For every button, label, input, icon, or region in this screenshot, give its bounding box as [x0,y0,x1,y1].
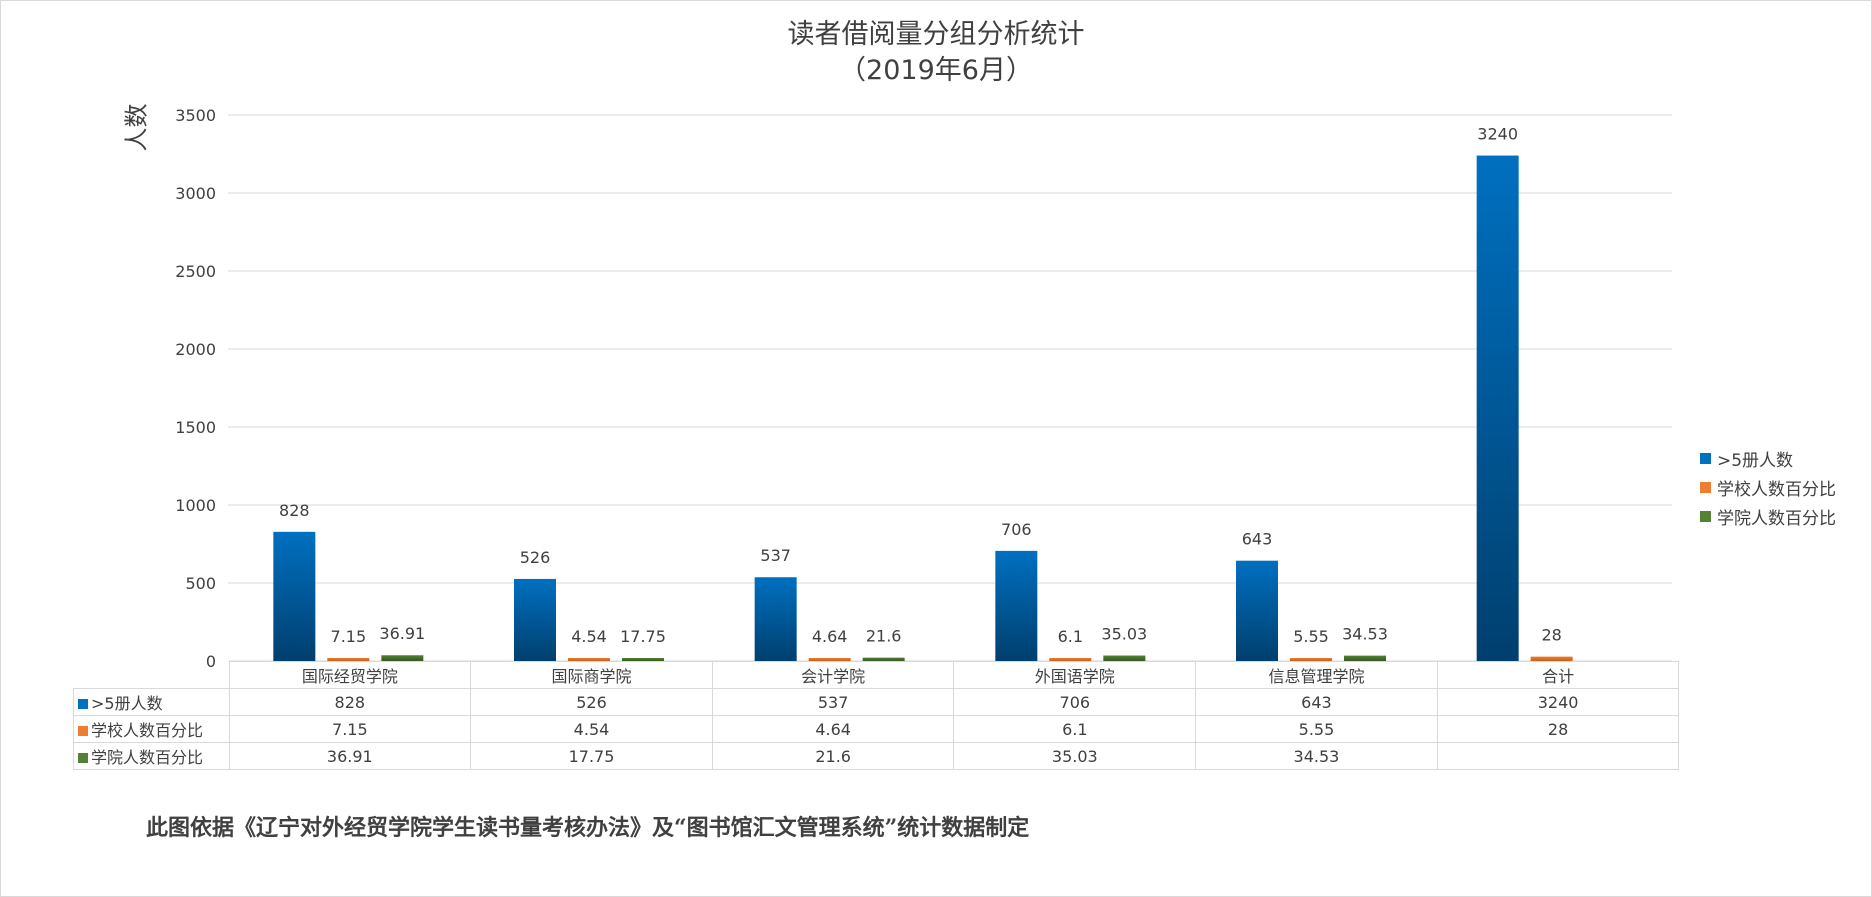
legend-item: >5册人数 [1700,444,1836,473]
bar-1 [273,531,316,661]
table-row: >5册人数 828 526 537 706 643 3240 [73,688,1680,716]
table-cell: 35.03 [953,742,1197,770]
bar-1 [754,577,797,661]
bar-2 [1530,656,1573,661]
chart-subtitle: （2019年6月） [839,55,1033,86]
data-label: 35.03 [1101,625,1147,644]
data-label: 706 [1001,520,1032,539]
table-cell: 706 [953,688,1197,716]
table-row-header: >5册人数 [73,688,230,716]
bar-3 [1344,655,1386,661]
table-cell: 643 [1195,688,1438,716]
bar-3 [1103,655,1146,661]
bar-2 [568,658,610,661]
legend-item: 学院人数百分比 [1700,502,1836,531]
table-cell: 21.6 [711,742,955,770]
table-cell: 4.54 [470,715,713,743]
data-label: 21.6 [866,627,902,646]
table-row-header: 学院人数百分比 [73,742,230,770]
y-tick-label: 1500 [175,418,216,437]
table-cell [1436,742,1680,770]
bar-2 [327,658,370,661]
category-label: 国际商学院 [470,661,713,689]
data-label: 526 [520,548,551,567]
y-tick-label: 3000 [175,184,216,203]
data-label: 4.54 [571,627,607,646]
table-cell: 3240 [1436,688,1680,716]
bar-2 [1290,658,1332,661]
table-cell: 526 [470,688,713,716]
table-corner [73,661,230,689]
table-row: 学校人数百分比 7.15 4.54 4.64 6.1 5.55 28 [73,715,1680,743]
category-label: 合计 [1436,661,1680,689]
category-label: 外国语学院 [953,661,1197,689]
table-cell: 17.75 [470,742,713,770]
table-cell: 537 [711,688,955,716]
category-label: 会计学院 [711,661,955,689]
data-table: 国际经贸学院 国际商学院 会计学院 外国语学院 信息管理学院 合计 >5册人数 828 526 5… [73,661,1680,770]
y-tick-label: 2500 [175,262,216,281]
data-label: 828 [279,501,310,520]
data-label: 17.75 [620,627,666,646]
category-label: 信息管理学院 [1195,661,1438,689]
data-label: 34.53 [1342,625,1388,644]
data-label: 643 [1242,530,1273,549]
table-cell: 4.64 [711,715,955,743]
y-tick-label: 500 [185,574,216,593]
bar-2 [1049,658,1092,661]
data-label: 4.64 [812,627,848,646]
data-label: 7.15 [331,627,367,646]
bar-1 [514,578,556,661]
table-cell: 28 [1436,715,1680,743]
row-series-name: 学院人数百分比 [91,748,204,767]
bar-2 [808,658,851,661]
data-label: 5.55 [1293,627,1329,646]
legend-label: 学院人数百分比 [1717,509,1836,529]
row-series-name: >5册人数 [91,694,163,713]
data-label: 3240 [1477,125,1518,144]
table-cell: 828 [228,688,472,716]
table-cell: 5.55 [1195,715,1438,743]
table-cell: 36.91 [228,742,472,770]
y-tick-label: 3500 [175,106,216,125]
y-tick-label: 2000 [175,340,216,359]
bar-3 [862,657,905,661]
bar-3 [381,655,424,661]
legend-swatch [1700,511,1711,522]
bar-3 [622,658,664,661]
category-label: 国际经贸学院 [228,661,472,689]
legend-item: 学校人数百分比 [1700,473,1836,502]
legend-label: 学校人数百分比 [1717,480,1836,500]
row-swatch [78,699,88,709]
footer-note: 此图依据《辽宁对外经贸学院学生读书量考核办法》及“图书馆汇文管理系统”统计数据制… [146,815,1030,841]
legend-swatch [1700,482,1711,493]
data-label: 537 [760,546,791,565]
table-row-header: 学校人数百分比 [73,715,230,743]
data-label: 36.91 [379,624,425,643]
table-row: 学院人数百分比 36.91 17.75 21.6 35.03 34.53 [73,742,1680,770]
table-cell: 6.1 [953,715,1197,743]
legend: >5册人数学校人数百分比 学院人数百分比 [1700,444,1836,531]
row-series-name: 学校人数百分比 [91,721,204,740]
data-label: 6.1 [1058,627,1083,646]
table-cell: 7.15 [228,715,472,743]
data-label: 28 [1541,626,1561,645]
legend-swatch [1700,453,1711,464]
y-tick-label: 1000 [175,496,216,515]
chart-title: 读者借阅量分组分析统计 [787,19,1085,50]
bar-1 [1476,155,1519,661]
bar-1 [1236,560,1278,661]
legend-label: >5册人数 [1717,451,1794,471]
table-cell: 34.53 [1195,742,1438,770]
bar-1 [995,550,1038,661]
row-swatch [78,753,88,763]
row-swatch [78,726,88,736]
